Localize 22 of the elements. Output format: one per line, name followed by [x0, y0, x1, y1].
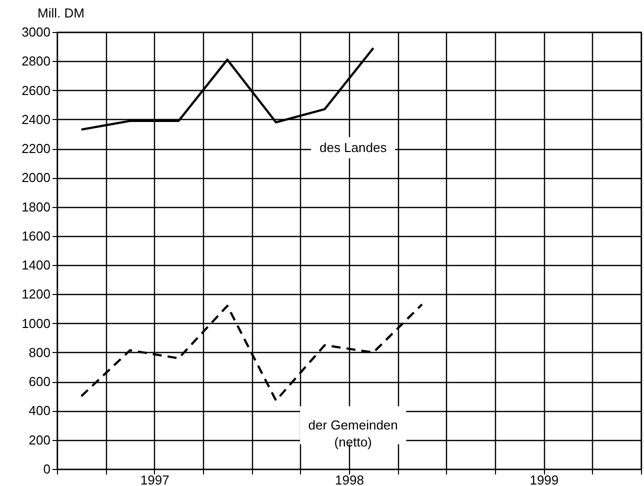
y-tick-label: 2600 [22, 82, 50, 98]
y-tick-label: 1200 [22, 286, 50, 302]
y-tick-label: 2400 [22, 112, 50, 127]
y-tick-label: 2000 [22, 170, 50, 186]
y-tick-label: 2200 [22, 141, 50, 156]
y-tick-label: 600 [28, 374, 50, 390]
y-tick-label: 0 [43, 462, 50, 476]
y-tick-label: 1800 [22, 199, 50, 214]
y-tick-label: 1400 [22, 258, 50, 273]
y-tick-label: 1000 [22, 316, 50, 331]
y-axis-title: Mill. DM [38, 6, 84, 20]
y-tick-label: 400 [28, 403, 50, 418]
y-tick-label: 200 [28, 432, 50, 448]
x-tick-label: 1998 [335, 472, 364, 486]
text: des Landes [319, 140, 388, 155]
y-tick-label: 2800 [22, 54, 50, 69]
y-tick-label: 3000 [22, 24, 50, 40]
y-tick-label: 800 [28, 344, 50, 360]
x-tick-label: 1999 [530, 472, 559, 486]
x-tick-label: 1997 [140, 472, 170, 486]
text: der Gemeinden (netto) [308, 417, 398, 450]
y-tick-label: 1600 [22, 228, 50, 244]
